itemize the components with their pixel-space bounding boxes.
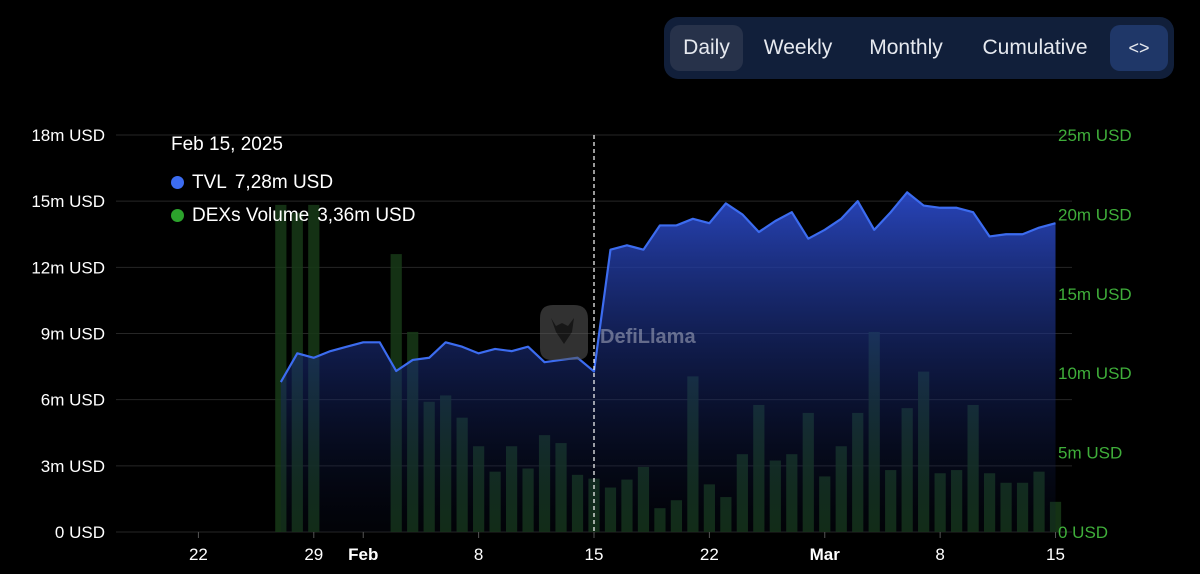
watermark-text: DefiLlama [600, 326, 696, 348]
interval-toggle-bar: Daily Weekly Monthly Cumulative <> [664, 17, 1174, 79]
right-axis-tick-label: 25m USD [1058, 126, 1132, 145]
tvl-legend-dot [171, 176, 184, 189]
llama-logo-icon [540, 305, 588, 360]
x-tick-label: Feb [348, 545, 378, 564]
weekly-button[interactable]: Weekly [763, 36, 833, 59]
chart-tooltip: Feb 15, 2025 TVL 7,28m USD DEXs Volume 3,3… [171, 133, 415, 232]
left-axis-tick-label: 15m USD [31, 192, 105, 211]
tvl-line [279, 191, 1056, 383]
x-tick-label: 29 [304, 545, 323, 564]
x-tick-label: 8 [474, 545, 483, 564]
left-axis-tick-label: 6m USD [41, 391, 105, 410]
left-axis-tick-label: 9m USD [41, 325, 105, 344]
volume-bar [275, 204, 287, 532]
tooltip-row-dex: DEXs Volume 3,36m USD [171, 199, 415, 232]
right-axis: 0 USD 5m USD 10m USD 15m USD 20m USD 25m USD [1058, 126, 1132, 542]
tvl-area-fill [280, 192, 1056, 532]
watermark: DefiLlama [540, 305, 696, 360]
dex-legend-dot [171, 209, 184, 222]
left-axis-tick-label: 0 USD [55, 523, 105, 542]
cumulative-button[interactable]: Cumulative [982, 36, 1088, 59]
x-tick-label: 15 [1046, 545, 1065, 564]
left-axis: 0 USD 3m USD 6m USD 9m USD 12m USD 15m USD 18m… [31, 126, 105, 542]
x-tick-label: Mar [810, 545, 841, 564]
tooltip-tvl-value: 7,28m USD [234, 172, 334, 193]
x-tick-label: 22 [700, 545, 719, 564]
tooltip-tvl-label: TVL [192, 172, 227, 193]
right-axis-tick-label: 15m USD [1058, 285, 1132, 304]
tooltip-dex-label: DEXs Volume [192, 205, 310, 226]
left-axis-tick-label: 12m USD [31, 258, 105, 277]
x-tick-label: 15 [585, 545, 604, 564]
tooltip-row-tvl: TVL 7,28m USD [171, 166, 415, 199]
left-axis-tick-label: 3m USD [41, 457, 105, 476]
right-axis-tick-label: 5m USD [1058, 444, 1122, 463]
x-tick-label: 8 [935, 545, 944, 564]
x-axis: 22 29 Feb 8 15 22 Mar 8 15 [189, 532, 1065, 564]
x-tick-label: 22 [189, 545, 208, 564]
tvl-area [279, 191, 1056, 532]
right-axis-tick-label: 20m USD [1058, 205, 1132, 224]
monthly-button[interactable]: Monthly [869, 36, 943, 59]
right-axis-tick-label: 0 USD [1058, 523, 1108, 542]
daily-button[interactable]: Daily [670, 25, 743, 71]
tooltip-date: Feb 15, 2025 [171, 134, 283, 155]
embed-code-button[interactable]: <> [1110, 25, 1168, 71]
right-axis-tick-label: 10m USD [1058, 364, 1132, 383]
left-axis-tick-label: 18m USD [31, 126, 105, 145]
tooltip-dex-value: 3,36m USD [317, 205, 416, 226]
code-brackets-icon: <> [1128, 38, 1150, 58]
